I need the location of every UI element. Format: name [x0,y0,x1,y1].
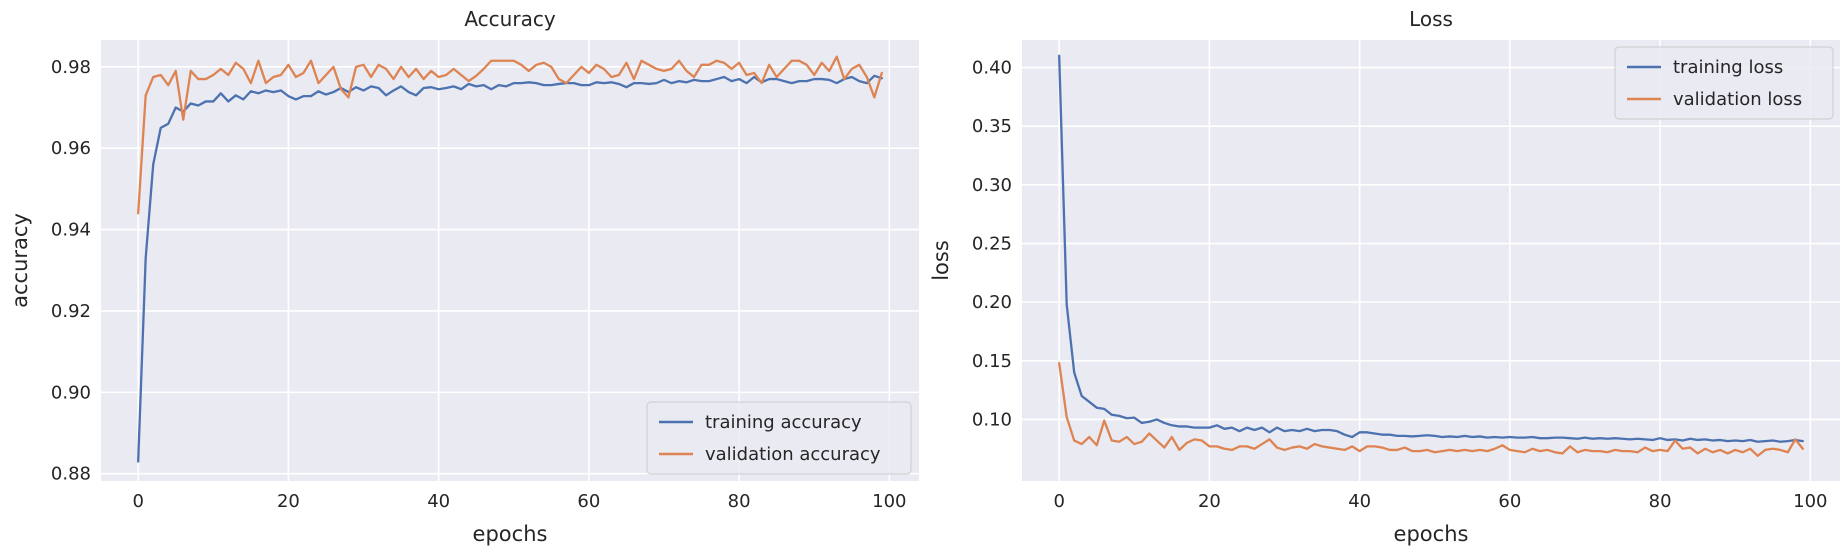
accuracy-y-tick-label: 0.98 [51,57,91,78]
loss-y-tick-label: 0.40 [972,58,1012,79]
accuracy-legend: training accuracy validation accuracy [646,401,912,475]
loss-y-tick-label: 0.35 [972,116,1012,137]
series-line-validation-accuracy [137,55,883,215]
accuracy-y-tick-labels: 0.88 0.90 0.92 0.94 0.96 0.98 [51,57,91,485]
accuracy-x-tick-label: 80 [728,491,751,512]
accuracy-y-tick-label: 0.90 [51,382,91,403]
accuracy-x-tick-label: 60 [577,491,600,512]
loss-x-axis-label: epochs [1394,522,1469,546]
loss-legend-box [1614,46,1834,120]
legend-label-validation-accuracy: validation accuracy [705,444,881,465]
accuracy-x-axis-label: epochs [473,522,548,546]
loss-chart-title: Loss [1409,7,1453,31]
loss-x-tick-label: 80 [1649,491,1672,512]
accuracy-series [137,55,883,463]
loss-x-tick-label: 0 [1053,491,1064,512]
accuracy-legend-box [646,401,912,475]
accuracy-x-tick-label: 100 [872,491,906,512]
accuracy-y-tick-label: 0.96 [51,138,91,159]
accuracy-chart-title: Accuracy [464,7,555,31]
accuracy-x-tick-label: 20 [277,491,300,512]
loss-chart: 0 20 40 60 80 100 0.10 0.15 0.20 0.25 0.30 0.35 0.4… [929,7,1840,546]
loss-y-tick-label: 0.30 [972,175,1012,196]
accuracy-y-tick-label: 0.92 [51,301,91,322]
accuracy-y-tick-label: 0.94 [51,220,91,241]
loss-y-tick-label: 0.15 [972,351,1012,372]
accuracy-y-axis-label: accuracy [8,213,32,308]
loss-x-tick-label: 40 [1348,491,1371,512]
loss-x-tick-labels: 0 20 40 60 80 100 [1053,491,1827,512]
loss-series [1058,54,1804,457]
loss-y-axis-label: loss [929,240,953,281]
legend-label-training-accuracy: training accuracy [705,412,862,433]
loss-legend: training loss validation loss [1614,46,1834,120]
accuracy-x-tick-labels: 0 20 40 60 80 100 [132,491,906,512]
loss-y-tick-labels: 0.10 0.15 0.20 0.25 0.30 0.35 0.40 [972,58,1012,431]
legend-label-validation-loss: validation loss [1673,89,1802,110]
accuracy-x-tick-label: 40 [427,491,450,512]
series-line-training-loss [1058,54,1804,443]
legend-label-training-loss: training loss [1673,57,1783,78]
loss-x-tick-label: 60 [1498,491,1521,512]
series-line-validation-loss [1058,361,1804,457]
accuracy-y-tick-label: 0.88 [51,464,91,485]
loss-x-tick-label: 100 [1793,491,1827,512]
loss-y-tick-label: 0.10 [972,409,1012,430]
loss-y-tick-label: 0.20 [972,292,1012,313]
loss-y-tick-label: 0.25 [972,233,1012,254]
accuracy-chart: 0 20 40 60 80 100 0.88 0.90 0.92 0.94 0.96 0.98 Ac… [8,7,919,546]
loss-x-tick-label: 20 [1198,491,1221,512]
accuracy-x-tick-label: 0 [132,491,143,512]
